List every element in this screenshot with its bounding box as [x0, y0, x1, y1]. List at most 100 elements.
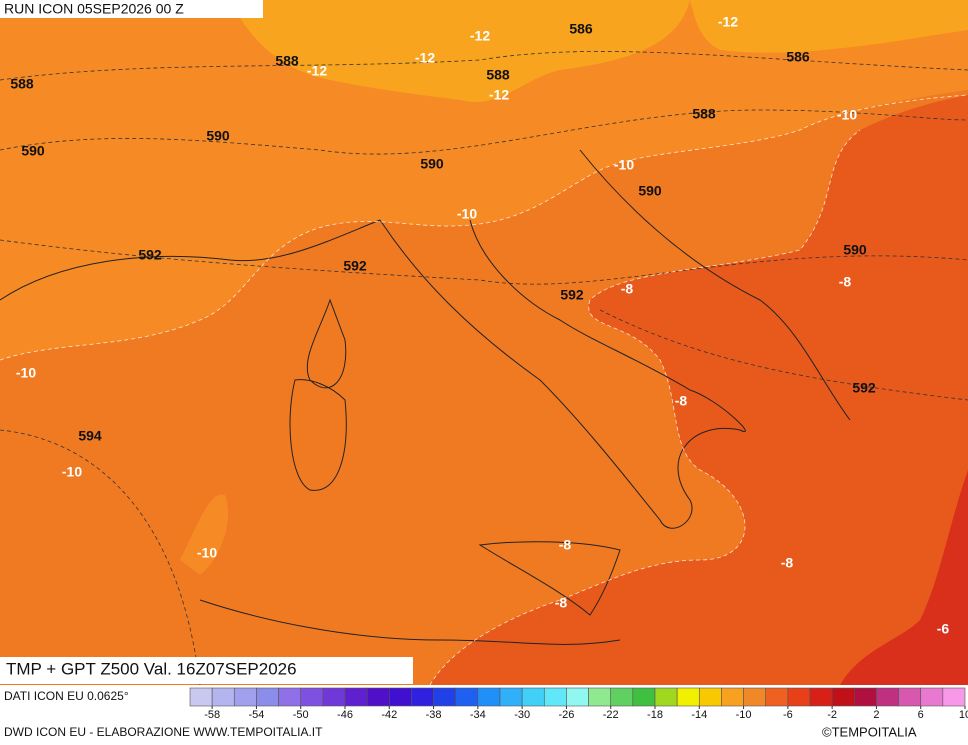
colorbar-tick-label: -50 — [293, 709, 309, 721]
colorbar-swatch — [388, 687, 412, 707]
contour-labels: 588 588 590 590 592 592 590 588 586 586 588 590 590 5… — [10, 14, 949, 637]
colorbar-tick-label: -6 — [783, 709, 793, 721]
temperature-label: -8 — [781, 555, 794, 571]
colorbar-swatch — [256, 687, 279, 707]
zone-patch — [180, 494, 229, 575]
temperature-label: -8 — [839, 274, 852, 290]
colorbar-swatch — [809, 687, 833, 707]
colorbar-tick-label: -58 — [204, 709, 220, 721]
geopotential-label: 590 — [21, 143, 45, 159]
geopotential-label: 590 — [420, 156, 444, 172]
zone-minus6 — [840, 470, 968, 685]
temperature-label: -8 — [675, 393, 688, 409]
colorbar-swatch — [721, 687, 744, 707]
colorbar-tick-label: -34 — [470, 709, 486, 721]
colorbar-swatch — [632, 687, 656, 707]
temperature-label: -8 — [559, 537, 572, 553]
temperature-label: -10 — [16, 365, 36, 381]
colorbar-swatch — [898, 687, 922, 707]
colorbar-swatch — [920, 687, 944, 707]
colorbar-swatch — [411, 687, 434, 707]
colorbar-swatch — [654, 687, 678, 707]
colorbar-tick-label: -42 — [381, 709, 397, 721]
colorbar-swatch — [676, 687, 700, 707]
colorbar-swatch — [588, 687, 612, 707]
title-box — [0, 657, 413, 684]
geopotential-label: 586 — [569, 21, 593, 37]
zone-minus14-east — [690, 0, 968, 53]
geopotential-label: 586 — [786, 49, 810, 65]
coastlines — [0, 149, 851, 645]
run-label: RUN ICON 05SEP2026 00 Z — [4, 1, 184, 17]
colorbar-swatch — [278, 687, 302, 707]
colorbar-swatch — [942, 687, 966, 707]
geopotential-label: 594 — [78, 428, 102, 444]
colorbar-swatch — [189, 687, 213, 707]
data-source: DATI ICON EU 0.0625° — [4, 689, 129, 703]
temperature-label: -10 — [614, 157, 634, 173]
zone-minus8 — [430, 95, 968, 685]
colorbar-swatch — [322, 687, 346, 707]
colorbar-swatch — [499, 687, 523, 707]
colorbar-tick-label: 6 — [918, 709, 924, 721]
geopotential-contours — [0, 51, 968, 686]
run-box — [0, 0, 263, 18]
temperature-label: -12 — [718, 14, 738, 30]
colorbar-swatch — [787, 687, 811, 707]
colorbar-swatch — [344, 687, 368, 707]
temperature-label: -10 — [197, 545, 217, 561]
colorbar-tick-label: -18 — [647, 709, 663, 721]
temperature-label: -10 — [457, 206, 477, 222]
geopotential-label: 588 — [10, 76, 34, 92]
temperature-label: -8 — [555, 595, 568, 611]
colorbar-tick-label: -54 — [248, 709, 264, 721]
geopotential-label: 592 — [343, 258, 367, 274]
colorbar-tick-label: -10 — [736, 709, 752, 721]
geopotential-label: 592 — [560, 287, 584, 303]
credit: DWD ICON EU - ELABORAZIONE WWW.TEMPOITAL… — [4, 725, 323, 739]
colorbar-swatch — [698, 687, 722, 707]
colorbar-swatch — [765, 687, 789, 707]
colorbar-tick-label: -14 — [691, 709, 707, 721]
temperature-contours — [0, 94, 968, 686]
colorbar-swatch — [853, 687, 877, 707]
geopotential-label: 590 — [206, 128, 230, 144]
temperature-label: -12 — [415, 50, 435, 66]
geopotential-label: 588 — [692, 106, 716, 122]
temperature-label: -6 — [937, 621, 950, 637]
colorbar-swatch — [477, 687, 501, 707]
colorbar-swatch — [831, 687, 855, 707]
colorbar-tick-label: -46 — [337, 709, 353, 721]
zone-minus12 — [0, 0, 968, 360]
geopotential-label: 588 — [486, 67, 510, 83]
geopotential-label: 590 — [638, 183, 662, 199]
colorbar-swatch — [543, 687, 567, 707]
colorbar-tick-label: -26 — [558, 709, 574, 721]
colorbar-swatch — [876, 687, 899, 707]
geopotential-label: 592 — [852, 380, 876, 396]
geopotential-label: 590 — [843, 242, 867, 258]
colorbar-swatch — [211, 687, 235, 707]
colorbar-tick-label: -22 — [603, 709, 619, 721]
geopotential-label: 588 — [275, 53, 299, 69]
colorbar-tick-label: -2 — [827, 709, 837, 721]
colorbar-swatch — [300, 687, 324, 707]
map: 588 588 590 590 592 592 590 588 586 586 588 590 590 5… — [0, 0, 968, 686]
temperature-label: -10 — [837, 107, 857, 123]
temperature-label: -12 — [489, 87, 509, 103]
colorbar-swatch — [521, 687, 545, 707]
colorbar: -58 -54 -50 -46 -42 -38 -34 -30 -26 -22 -18 -14 -10-… — [189, 687, 968, 721]
colorbar-tick-label: -38 — [426, 709, 442, 721]
colorbar-tick-label: 2 — [873, 709, 879, 721]
colorbar-swatch — [455, 687, 479, 707]
colorbar-swatch — [366, 687, 390, 707]
colorbar-swatch — [610, 687, 634, 707]
colorbar-swatch — [566, 687, 589, 707]
zone-minus14 — [230, 0, 690, 103]
colorbar-swatch — [233, 687, 257, 707]
temperature-label: -12 — [470, 28, 490, 44]
colorbar-tick-label: 10 — [959, 709, 968, 721]
temperature-label: -8 — [621, 281, 634, 297]
copyright: ©TEMPOITALIA — [822, 724, 917, 739]
